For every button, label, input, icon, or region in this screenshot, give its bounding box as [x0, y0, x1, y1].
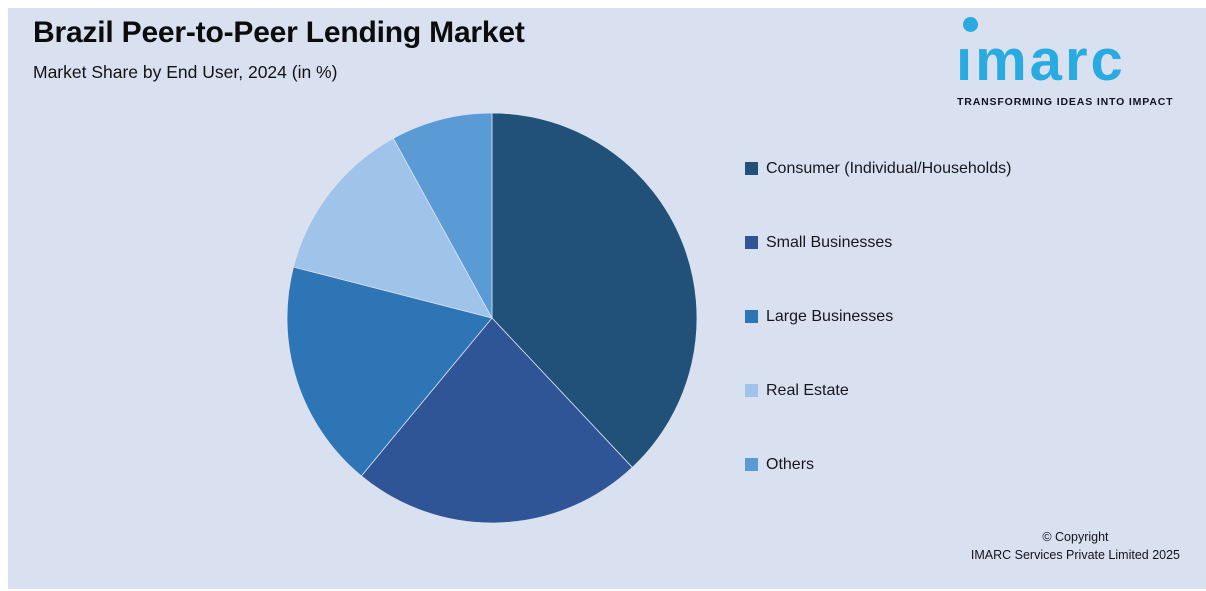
- legend-swatch-icon: [745, 458, 758, 471]
- legend-item: Real Estate: [745, 381, 1011, 455]
- legend-label: Consumer (Individual/Households): [766, 160, 1012, 177]
- legend-label: Others: [766, 456, 815, 473]
- legend-item: Consumer (Individual/Households): [745, 159, 1011, 233]
- legend-item: Others: [745, 455, 1011, 529]
- page-subtitle: Market Share by End User, 2024 (in %): [33, 62, 338, 82]
- legend-swatch-icon: [745, 236, 758, 249]
- legend-item: Small Businesses: [745, 233, 1011, 307]
- legend-label: Large Businesses: [766, 308, 894, 325]
- pie-slice-4: [392, 112, 493, 319]
- page-title: Brazil Peer-to-Peer Lending Market: [33, 16, 525, 49]
- legend-label: Small Businesses: [766, 234, 893, 251]
- legend-swatch-icon: [745, 384, 758, 397]
- legend: Consumer (Individual/Households) Small Bu…: [745, 159, 1011, 529]
- legend-item: Large Businesses: [745, 307, 1011, 381]
- pie-slice-0: [491, 112, 698, 469]
- copyright-line1: © Copyright: [1042, 530, 1109, 544]
- legend-label: Real Estate: [766, 382, 849, 399]
- chart-panel: Brazil Peer-to-Peer Lending Market Marke…: [8, 8, 1206, 589]
- pie-slice-1: [360, 317, 633, 524]
- legend-swatch-icon: [745, 310, 758, 323]
- imarc-logo: ımarc TRANSFORMING IDEAS INTO IMPACT: [956, 8, 1198, 112]
- legend-swatch-icon: [745, 162, 758, 175]
- pie-chart-area: [286, 112, 698, 524]
- pie-chart: [286, 112, 698, 524]
- copyright-line2: IMARC Services Private Limited 2025: [970, 548, 1180, 563]
- pie-slice-3: [292, 137, 493, 319]
- copyright-notice: © Copyright IMARC Services Private Limit…: [971, 528, 1180, 564]
- pie-slice-2: [286, 266, 493, 477]
- logo-i-dot-icon: [963, 17, 978, 32]
- logo-wordmark: ımarc: [956, 28, 1126, 93]
- logo-tagline: TRANSFORMING IDEAS INTO IMPACT: [957, 96, 1174, 108]
